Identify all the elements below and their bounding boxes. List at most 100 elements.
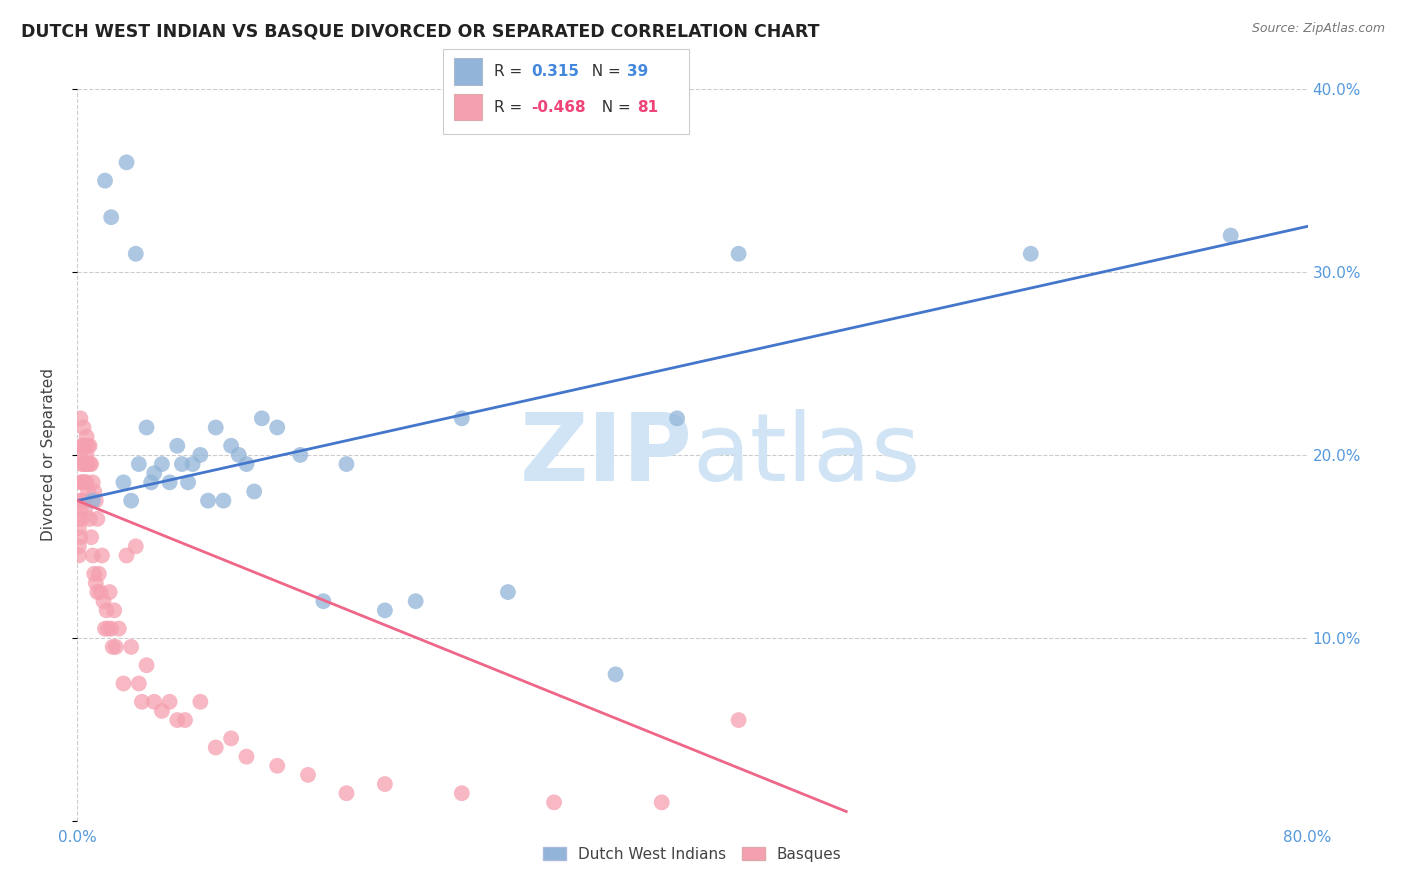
Point [250,411,273,425]
Point [235,457,257,471]
Point [112,475,135,490]
Point [72,420,94,434]
Point [86,512,108,526]
Text: atlas: atlas [693,409,921,501]
Point [166,713,188,727]
Point [143,466,166,480]
Point [77,457,100,471]
Point [101,640,124,654]
Text: -0.468: -0.468 [531,100,586,114]
Point [1019,246,1042,260]
Point [96,603,118,617]
Point [73,439,96,453]
Point [80,457,103,471]
Point [543,796,565,810]
Point [73,457,96,471]
Point [135,658,157,673]
Point [651,796,673,810]
Point [212,493,235,508]
Point [82,475,104,490]
Point [666,411,689,425]
Point [76,430,98,444]
Point [188,448,212,462]
Point [70,475,93,490]
Point [108,622,131,636]
Point [405,594,427,608]
Point [67,521,90,535]
Point [100,210,122,224]
Point [82,549,104,563]
Text: R =: R = [494,64,527,78]
Point [97,622,120,636]
Text: Source: ZipAtlas.com: Source: ZipAtlas.com [1251,22,1385,36]
Point [69,530,91,544]
Point [120,640,142,654]
Point [76,457,98,471]
Point [297,768,319,782]
Point [67,539,90,553]
Text: 39: 39 [627,64,648,78]
Point [177,475,200,490]
Text: 81: 81 [637,100,658,114]
Point [70,457,93,471]
Point [115,155,138,169]
Point [174,713,197,727]
Text: R =: R = [494,100,527,114]
Point [312,594,335,608]
Point [79,512,101,526]
Point [100,622,122,636]
Point [69,503,91,517]
Point [125,246,148,260]
Point [89,585,111,599]
Point [83,566,105,581]
Point [727,246,749,260]
Point [219,439,242,453]
Point [335,786,357,800]
Point [115,549,138,563]
Point [94,622,117,636]
Point [79,457,101,471]
Point [98,585,121,599]
Point [181,457,204,471]
Point [80,530,103,544]
Point [76,475,98,490]
Point [67,512,90,526]
Point [67,549,90,563]
Text: 0.315: 0.315 [531,64,579,78]
Point [70,493,93,508]
Point [335,457,357,471]
Point [72,475,94,490]
Point [72,457,94,471]
Point [266,420,288,434]
Point [228,448,250,462]
Point [128,457,150,471]
Point [125,539,148,553]
Point [73,475,96,490]
Point [67,493,90,508]
Point [84,576,107,591]
Point [69,448,91,462]
Point [166,439,188,453]
Point [104,640,127,654]
Point [1219,228,1241,243]
Point [135,420,157,434]
Point [219,731,242,746]
Point [143,695,166,709]
Point [83,484,105,499]
Point [87,566,110,581]
Text: DUTCH WEST INDIAN VS BASQUE DIVORCED OR SEPARATED CORRELATION CHART: DUTCH WEST INDIAN VS BASQUE DIVORCED OR … [21,22,820,40]
Point [141,475,163,490]
Point [266,758,288,772]
Point [77,439,100,453]
Point [82,493,104,508]
Point [131,695,153,709]
Point [128,676,150,690]
Point [204,420,226,434]
Point [150,704,173,718]
Y-axis label: Divorced or Separated: Divorced or Separated [42,368,56,541]
Point [70,439,93,453]
Point [112,676,135,690]
Point [727,713,749,727]
Point [496,585,519,599]
Point [69,475,91,490]
